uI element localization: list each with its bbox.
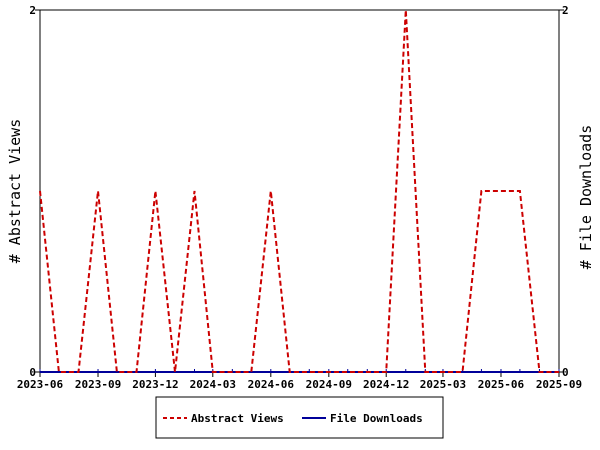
x-tick-label: 2023-06 (17, 378, 64, 391)
x-tick-label: 2025-06 (478, 378, 525, 391)
x-tick-label: 2025-03 (420, 378, 466, 391)
y-left-tick-label: 2 (29, 4, 36, 17)
legend: Abstract Views File Downloads (155, 396, 444, 439)
x-tick-label: 2023-09 (75, 378, 121, 391)
plot-frame (39, 9, 560, 373)
x-axis: 2023-06 2023-09 2023-12 2024-03 2024-06 2024-… (17, 369, 582, 391)
x-tick-label: 2024-03 (190, 378, 236, 391)
y-axis-title-right: # File Downloads (577, 125, 595, 270)
legend-box (155, 396, 444, 439)
y-axis-title-left: # Abstract Views (6, 119, 24, 264)
y-left-tick-label: 0 (29, 366, 36, 379)
series-abstract-views-line (39, 9, 559, 373)
series-layer (39, 9, 559, 373)
y-right-tick-label: 0 (562, 366, 569, 379)
x-tick-label: 2023-12 (132, 378, 178, 391)
y-axis: 0 0 2 2 (29, 4, 568, 379)
y-right-tick-label: 2 (562, 4, 569, 17)
x-tick-label: 2024-12 (363, 378, 409, 391)
x-tick-label: 2025-09 (536, 378, 582, 391)
plot-area (39, 9, 560, 373)
legend-label-file-downloads: File Downloads (330, 412, 423, 425)
legend-label-abstract-views: Abstract Views (191, 412, 284, 425)
x-tick-label: 2024-09 (306, 378, 352, 391)
x-tick-label: 2024-06 (248, 378, 295, 391)
